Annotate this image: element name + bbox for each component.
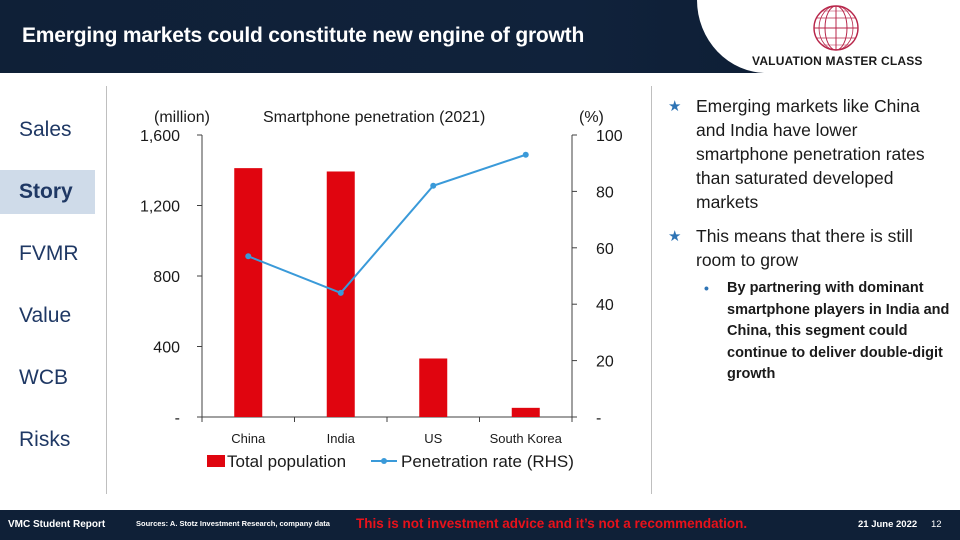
x-axis-category-label: India	[327, 431, 356, 446]
globe-icon	[813, 5, 859, 51]
nav-item-wcb[interactable]: WCB	[19, 366, 68, 389]
disclaimer: This is not investment advice and it’s n…	[356, 516, 748, 531]
x-axis-category-label: South Korea	[490, 431, 563, 446]
sub-bullet-point: • By partnering with dominant smartphone…	[666, 278, 950, 386]
sources-note: Sources: A. Stotz Investment Research, c…	[136, 519, 330, 528]
bar-total-population	[419, 358, 448, 417]
x-axis-category-label: China	[231, 431, 266, 446]
left-axis-tick-label: -	[175, 410, 180, 427]
right-axis-tick-label: 60	[596, 241, 614, 258]
chart-left-axis-label: (million)	[154, 109, 210, 126]
left-axis-tick-label: 800	[153, 269, 180, 286]
report-label: VMC Student Report	[8, 519, 106, 530]
logo-text: VALUATION MASTER CLASS	[752, 54, 923, 68]
legend-swatch-total-population	[207, 455, 225, 467]
bullet-point: ★ Emerging markets like China and India …	[666, 94, 950, 214]
right-axis-tick-label: 100	[596, 128, 623, 145]
bar-total-population	[234, 168, 263, 417]
right-axis-tick-label: 80	[596, 184, 614, 201]
sub-bullet-text: By partnering with dominant smartphone p…	[727, 280, 950, 382]
bullet-text: Emerging markets like China and India ha…	[696, 96, 925, 212]
chart-title: Smartphone penetration (2021)	[263, 109, 485, 126]
nav-divider	[106, 86, 107, 494]
right-axis-tick-label: -	[596, 410, 601, 427]
nav-item-value[interactable]: Value	[19, 304, 72, 327]
right-axis-tick-label: 20	[596, 354, 614, 371]
left-axis-tick-label: 1,600	[140, 128, 180, 145]
page-title: Emerging markets could constitute new en…	[22, 24, 585, 47]
key-points: ★ Emerging markets like China and India …	[666, 94, 950, 386]
legend-label-total-population: Total population	[227, 452, 346, 471]
left-axis-tick-label: 1,200	[140, 199, 180, 216]
nav-item-fvmr[interactable]: FVMR	[19, 242, 79, 265]
star-bullet-icon: ★	[668, 98, 682, 115]
footer-bar: VMC Student Report Sources: A. Stotz Inv…	[0, 510, 960, 540]
star-bullet-icon: ★	[668, 228, 682, 245]
legend-label-penetration-rate: Penetration rate (RHS)	[401, 452, 574, 471]
chart-right-axis-label: (%)	[579, 109, 604, 126]
bullet-text: This means that there is still room to g…	[696, 226, 913, 270]
bullet-point: ★ This means that there is still room to…	[666, 224, 950, 272]
point-penetration-rate	[245, 253, 252, 260]
page-number: 12	[931, 519, 942, 530]
line-penetration-rate	[247, 153, 527, 295]
nav-item-story[interactable]: Story	[0, 170, 95, 214]
nav-item-sales[interactable]: Sales	[19, 118, 72, 141]
point-penetration-rate	[522, 151, 529, 158]
bar-total-population	[511, 407, 540, 417]
point-penetration-rate	[430, 182, 437, 189]
x-axis-category-label: US	[424, 431, 442, 446]
content-divider	[651, 86, 652, 494]
dot-bullet-icon: •	[704, 280, 709, 296]
report-date: 21 June 2022	[858, 519, 918, 530]
left-axis-tick-label: 400	[153, 340, 180, 357]
smartphone-penetration-chart: (million) Smartphone penetration (2021) …	[140, 109, 623, 471]
right-axis-tick-label: 40	[596, 297, 614, 314]
point-penetration-rate	[337, 289, 344, 296]
nav-item-risks[interactable]: Risks	[19, 428, 71, 451]
legend-marker-penetration-rate	[381, 458, 387, 464]
